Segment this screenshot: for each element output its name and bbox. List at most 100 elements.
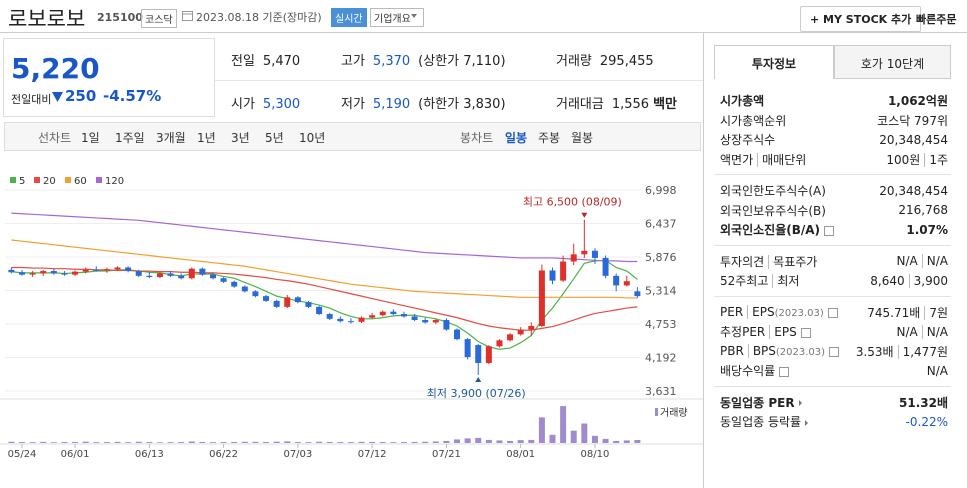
info-value-group: 3.53배 1,477원: [856, 343, 948, 360]
candle-body: [623, 281, 630, 286]
info-tab[interactable]: 투자정보: [751, 57, 797, 71]
info-value: N/A: [926, 363, 948, 378]
volume-bar: [411, 441, 418, 443]
candle-body: [613, 275, 620, 286]
divider: [215, 80, 703, 81]
info-value: 1,062억원: [887, 94, 948, 108]
chart-tab[interactable]: 3년: [231, 131, 250, 145]
chart: 6,998 6,437 5,876 5,314 4,753 4,192 3,631 5 20 60…: [0, 176, 703, 460]
chart-tab[interactable]: 1주일: [115, 131, 145, 145]
x-tick-label: 07/21: [432, 449, 461, 460]
y-tick-label: 5,314: [645, 285, 677, 298]
chart-tab[interactable]: 주봉: [538, 131, 561, 145]
ma-line: [11, 212, 638, 263]
volume-bar: [273, 441, 280, 443]
info-row: 액면가 매매단위 100원 1주: [720, 150, 948, 169]
info-label: BPS: [747, 344, 776, 358]
y-tick-label: 3,631: [645, 385, 677, 398]
summary-value: 5,190: [372, 97, 411, 112]
candle-body: [560, 261, 567, 281]
volume-bar: [517, 440, 524, 443]
realtime-button[interactable]: 실시간: [331, 8, 367, 27]
chart-tab[interactable]: 5년: [265, 131, 284, 145]
summary-cell: 전일 5,470: [231, 50, 300, 69]
volume-bar: [623, 440, 630, 443]
chart-tab[interactable]: 1일: [81, 131, 100, 145]
info-row: PBR BPS(2023.03) 3.53배 1,477원: [720, 342, 948, 361]
chart-tab[interactable]: 1년: [197, 131, 216, 145]
candle-body: [443, 320, 450, 330]
info-row: 외국인한도주식수(A) 20,348,454: [720, 181, 948, 200]
volume-bar: [443, 440, 450, 443]
y-tick-label: 5,876: [645, 251, 677, 264]
link-arrow: [805, 419, 809, 426]
info-row: 시가총액순위 코스닥 797위: [720, 111, 948, 130]
candle-body: [464, 339, 471, 358]
x-tick-label: 08/01: [506, 449, 535, 460]
quick-order[interactable]: 빠른주문: [916, 13, 957, 26]
chart-tab[interactable]: 3개월: [156, 131, 186, 145]
info-value-group: 코스닥 797위: [877, 112, 948, 129]
candle-body: [199, 268, 206, 275]
volume-bar: [316, 441, 323, 443]
info-row: 배당수익률 N/A: [720, 361, 948, 380]
volume-bar: [263, 442, 270, 443]
candle-body: [156, 273, 163, 278]
x-tick-label: 07/12: [358, 449, 387, 460]
volume-bar: [188, 441, 195, 443]
candle-body: [294, 297, 301, 303]
volume-bar: [591, 435, 598, 443]
info-label: EPS: [747, 305, 775, 319]
volume-bar: [528, 439, 535, 443]
volume-bar: [241, 441, 248, 443]
overview-dropdown[interactable]: 기업개요: [370, 8, 424, 27]
legend-label: 5: [19, 176, 25, 187]
help-icon: [824, 225, 835, 236]
chart-tab[interactable]: 10년: [299, 131, 326, 145]
candle-body: [178, 275, 185, 279]
panel-divider: [703, 33, 704, 488]
info-label: 외국인한도주식수(A): [720, 184, 826, 198]
info-value: 1주: [924, 152, 948, 167]
candle-body: [209, 274, 216, 279]
volume-bar: [464, 438, 471, 443]
info-label: 시가총액: [720, 94, 765, 108]
candle-body: [40, 271, 47, 274]
volume-bar: [50, 442, 57, 443]
legend-label: 60: [74, 176, 87, 187]
orderbook-tab[interactable]: 호가 10단계: [860, 57, 925, 71]
help-icon: [827, 307, 838, 318]
candle-body: [507, 334, 514, 341]
divider: [714, 244, 951, 246]
info-value: 745.71배: [867, 305, 921, 320]
volume-bar: [507, 440, 514, 443]
candle-body: [50, 271, 57, 274]
volume-bar: [156, 442, 163, 443]
summary-value: 5,370: [372, 54, 411, 69]
info-value: N/A: [896, 254, 918, 268]
info-value-group: 1.07%: [906, 223, 948, 237]
info-label-group: 외국인보유주식수(B): [720, 202, 826, 219]
chart-tab: 봉차트: [460, 131, 494, 145]
candle-body: [263, 296, 270, 301]
info-label-group: 동일업종 PER: [720, 394, 802, 411]
candle-body: [103, 269, 110, 271]
volume-bar: [231, 441, 238, 443]
candle-body: [72, 271, 79, 275]
summary-label: 거래량: [556, 54, 592, 69]
candle-body: [570, 254, 577, 262]
info-value: 3,900: [908, 273, 948, 288]
chart-tab[interactable]: 일봉: [505, 131, 528, 145]
candle-body: [496, 340, 503, 347]
info-sub: (2023.03): [775, 347, 826, 358]
legend-swatch: [10, 177, 16, 183]
stock-name: 로보로보: [8, 7, 86, 31]
candle-body: [549, 270, 556, 281]
candle-body: [337, 318, 344, 322]
high-arrow: [581, 212, 588, 218]
mystock-button[interactable]: + MY STOCK 추가: [800, 6, 922, 32]
chart-tab[interactable]: 월봉: [571, 131, 594, 145]
legend-label: 20: [43, 176, 56, 187]
candle-body: [241, 286, 248, 292]
info-label: 추정PER: [720, 325, 766, 339]
